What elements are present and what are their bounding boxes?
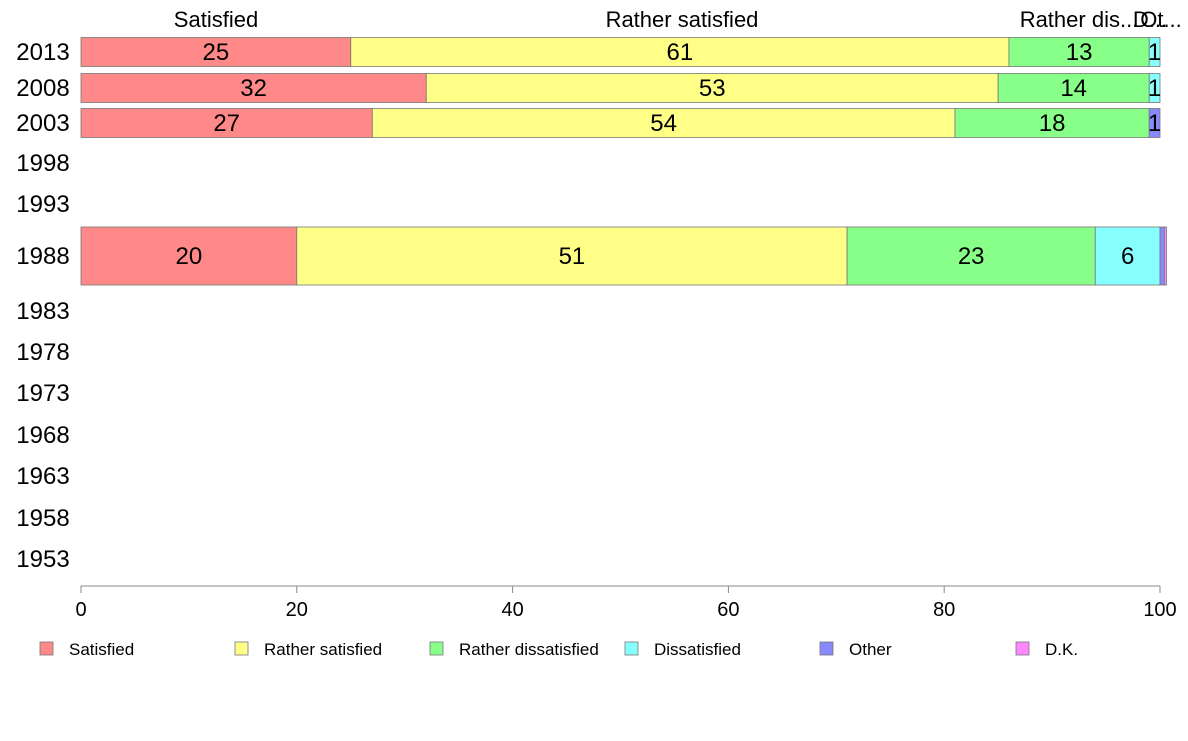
year-label: 2003 — [16, 110, 69, 137]
segment-value-label: 1 — [1148, 110, 1161, 137]
bar-segment — [80, 108, 373, 138]
x-tick-label: 100 — [1143, 599, 1176, 621]
legend-label: D.K. — [1045, 640, 1078, 659]
legend-swatch — [234, 641, 249, 656]
segment-value-label: 25 — [203, 39, 230, 66]
legend-label: Dissatisfied — [654, 640, 741, 659]
bar-segment — [846, 226, 1096, 286]
bar-segment — [80, 73, 427, 103]
year-label: 2013 — [16, 39, 69, 66]
x-tick-label: 0 — [75, 599, 86, 621]
segment-value-label: 1 — [1148, 75, 1161, 102]
legend-swatch — [624, 641, 639, 656]
bar-segment — [350, 37, 1010, 67]
segment-value-label: 18 — [1039, 110, 1066, 137]
segment-value-label: 61 — [666, 39, 693, 66]
year-label: 1983 — [16, 298, 69, 325]
year-label: 1973 — [16, 380, 69, 407]
bar-segment — [1148, 73, 1161, 103]
segment-value-label: 14 — [1060, 75, 1087, 102]
bar-segment — [1148, 37, 1161, 67]
bar-segment — [1094, 226, 1161, 286]
bar-segment — [997, 73, 1150, 103]
top-label: Satisfied — [174, 7, 258, 32]
legend-label: Other — [849, 640, 892, 659]
bar-segment — [1159, 226, 1165, 286]
segment-value-label: 51 — [559, 243, 586, 270]
segment-value-label: 32 — [240, 75, 267, 102]
top-label: Ot... — [1140, 7, 1182, 32]
segment-value-label: 27 — [213, 110, 240, 137]
top-label: D... — [1133, 7, 1167, 32]
segment-value-label: 6 — [1121, 243, 1134, 270]
bar-segment — [425, 73, 999, 103]
legend-swatch — [819, 641, 834, 656]
x-tick-label: 60 — [717, 599, 739, 621]
bar-segment — [1163, 226, 1167, 286]
legend-swatch — [1015, 641, 1030, 656]
year-label: 1988 — [16, 243, 69, 270]
legend-swatch — [39, 641, 54, 656]
bar-segment — [80, 37, 352, 67]
legend-swatch — [429, 641, 444, 656]
legend-label: Rather dissatisfied — [459, 640, 599, 659]
top-label: Rather dis... — [1020, 7, 1139, 32]
bar-segment — [954, 108, 1150, 138]
bar-segment — [296, 226, 848, 286]
segment-value-label: 54 — [650, 110, 677, 137]
segment-value-label: 1 — [1148, 39, 1161, 66]
legend-label: Rather satisfied — [264, 640, 382, 659]
year-label: 1963 — [16, 463, 69, 490]
legend-label: Satisfied — [69, 640, 134, 659]
x-tick-label: 40 — [501, 599, 523, 621]
x-tick-label: 20 — [286, 599, 308, 621]
bar-segment — [1148, 108, 1161, 138]
year-label: 1958 — [16, 505, 69, 532]
year-label: 1953 — [16, 546, 69, 573]
segment-value-label: 53 — [699, 75, 726, 102]
segment-value-label: 20 — [176, 243, 203, 270]
year-label: 1993 — [16, 191, 69, 218]
segment-value-label: 13 — [1066, 39, 1093, 66]
bar-segment — [371, 108, 956, 138]
bar-segment — [1008, 37, 1150, 67]
x-tick-label: 80 — [933, 599, 955, 621]
year-label: 1968 — [16, 422, 69, 449]
year-label: 1998 — [16, 150, 69, 177]
segment-value-label: 23 — [958, 243, 985, 270]
top-label: Rather satisfied — [606, 7, 759, 32]
year-label: 2008 — [16, 75, 69, 102]
year-label: 1978 — [16, 339, 69, 366]
